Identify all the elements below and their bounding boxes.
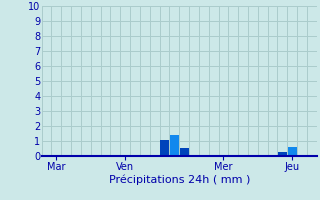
Bar [288,147,297,156]
Bar [180,148,188,156]
Bar [278,152,287,156]
Bar [170,135,179,156]
Bar [160,140,169,156]
X-axis label: Précipitations 24h ( mm ): Précipitations 24h ( mm ) [108,174,250,185]
